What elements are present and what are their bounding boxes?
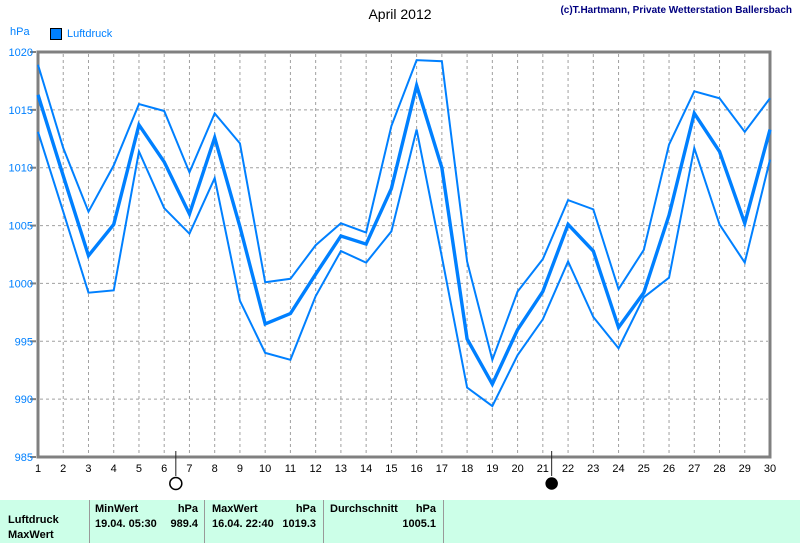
copyright-text: (c)T.Hartmann, Private Wetterstation Bal… (560, 5, 792, 16)
series-min-line (37, 129, 771, 408)
summary-table: Luftdruck MaxWert MinWert hPa 19.04. 05:… (0, 500, 800, 543)
svg-text:7: 7 (186, 463, 192, 475)
svg-text:25: 25 (638, 463, 650, 475)
svg-text:2: 2 (60, 463, 66, 475)
y-tick-marks (30, 51, 36, 458)
legend-label: Luftdruck (67, 28, 113, 40)
chart-title: April 2012 (368, 6, 432, 22)
svg-text:20: 20 (511, 463, 523, 475)
avg-value: 1005.1 (402, 517, 436, 530)
x-axis-labels: 1 2 3 4 5 6 7 8 9 10 11 12 13 14 15 16 17 18 19 20 21 22 23 24 2… (35, 463, 776, 475)
svg-text:16: 16 (410, 463, 422, 475)
svg-text:1020: 1020 (9, 47, 33, 59)
svg-text:26: 26 (663, 463, 675, 475)
svg-text:21: 21 (537, 463, 549, 475)
svg-text:1015: 1015 (9, 105, 33, 117)
svg-text:995: 995 (15, 336, 33, 348)
avg-unit: hPa (415, 502, 436, 515)
legend: Luftdruck (50, 28, 112, 40)
svg-text:1010: 1010 (9, 163, 33, 175)
gridlines (40, 54, 768, 455)
table-divider (443, 500, 444, 543)
avg-column: Durchschnitt hPa 1005.1 (330, 501, 436, 531)
new-moon-icon (545, 477, 558, 490)
svg-text:8: 8 (212, 463, 218, 475)
svg-text:11: 11 (285, 463, 296, 475)
svg-text:19: 19 (486, 463, 498, 475)
plot-border (36, 50, 772, 459)
svg-text:14: 14 (360, 463, 372, 475)
table-divider (89, 500, 90, 543)
svg-text:3: 3 (85, 463, 91, 475)
svg-text:17: 17 (436, 463, 448, 475)
svg-text:1000: 1000 (9, 278, 33, 290)
min-column: MinWert hPa 19.04. 05:30 989.4 (95, 501, 198, 531)
y-axis-labels: 1020 1015 1010 1005 1000 995 990 985 (9, 47, 33, 464)
table-divider (323, 500, 324, 543)
svg-text:5: 5 (136, 463, 142, 475)
max-unit: hPa (295, 502, 316, 515)
svg-text:15: 15 (385, 463, 397, 475)
series-row-label: Luftdruck (8, 514, 59, 526)
legend-swatch-icon (50, 28, 62, 40)
svg-text:24: 24 (612, 463, 624, 475)
full-moon-icon (169, 476, 183, 491)
max-datetime: 16.04. 22:40 (212, 517, 274, 530)
max-header: MaxWert (212, 502, 258, 515)
min-value: 989.4 (170, 517, 198, 530)
series-mean-line (36, 79, 772, 388)
svg-text:30: 30 (764, 463, 776, 475)
svg-text:23: 23 (587, 463, 599, 475)
svg-text:12: 12 (310, 463, 322, 475)
svg-text:1005: 1005 (9, 221, 33, 233)
maxwert-row-label: MaxWert (8, 529, 54, 541)
svg-text:18: 18 (461, 463, 473, 475)
svg-text:22: 22 (562, 463, 574, 475)
svg-text:1: 1 (35, 463, 41, 475)
max-column: MaxWert hPa 16.04. 22:40 1019.3 (212, 501, 316, 531)
min-unit: hPa (177, 502, 198, 515)
avg-header: Durchschnitt (330, 502, 398, 515)
svg-text:29: 29 (739, 463, 751, 475)
series-max-line (37, 59, 771, 364)
min-datetime: 19.04. 05:30 (95, 517, 157, 530)
svg-text:6: 6 (161, 463, 167, 475)
svg-text:4: 4 (111, 463, 117, 475)
svg-text:9: 9 (237, 463, 243, 475)
svg-text:10: 10 (259, 463, 271, 475)
svg-text:990: 990 (15, 394, 33, 406)
y-axis-unit-label: hPa (10, 26, 30, 38)
svg-text:27: 27 (688, 463, 700, 475)
svg-text:13: 13 (335, 463, 347, 475)
svg-text:985: 985 (15, 452, 33, 464)
min-header: MinWert (95, 502, 139, 515)
svg-text:28: 28 (713, 463, 725, 475)
max-value: 1019.3 (282, 517, 316, 530)
table-divider (204, 500, 205, 543)
